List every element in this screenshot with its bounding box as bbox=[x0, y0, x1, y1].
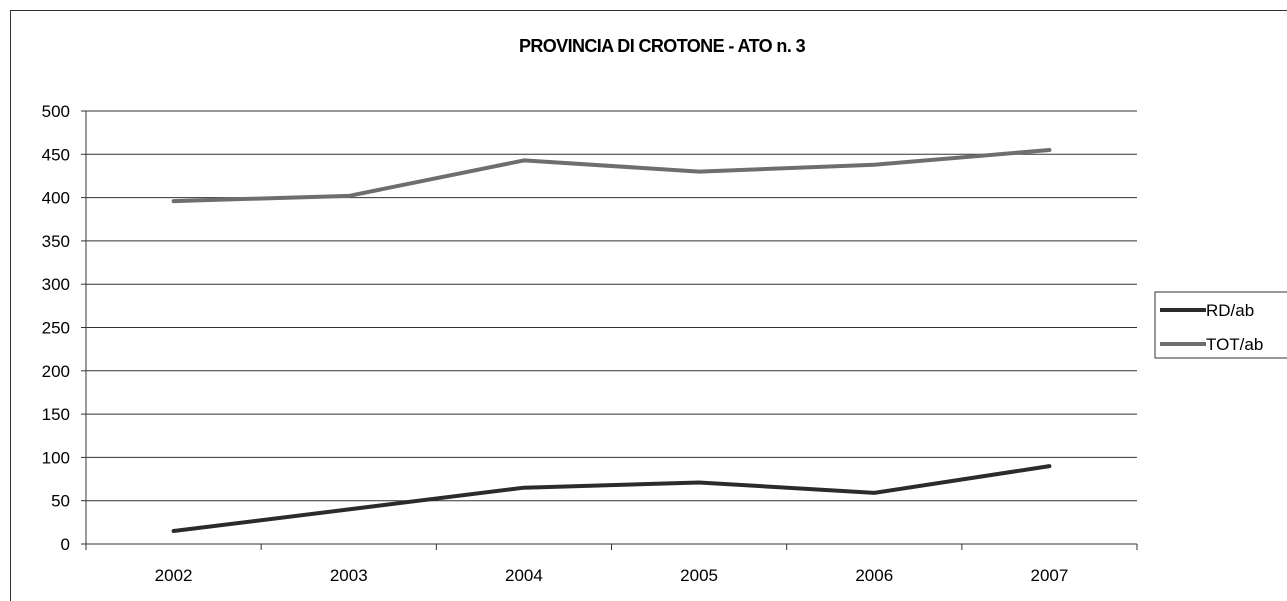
series-line-tot-ab bbox=[171, 148, 1052, 204]
x-tick-label: 2003 bbox=[330, 566, 368, 585]
x-tick-label: 2002 bbox=[155, 566, 193, 585]
legend: RD/ab TOT/ab bbox=[1154, 291, 1287, 359]
y-tick-label: 50 bbox=[51, 492, 70, 511]
y-tick-label: 350 bbox=[42, 232, 70, 251]
y-tick-label: 250 bbox=[42, 319, 70, 338]
gridlines bbox=[86, 110, 1137, 502]
legend-label: TOT/ab bbox=[1206, 335, 1263, 354]
x-tick-label: 2005 bbox=[680, 566, 718, 585]
chart-frame bbox=[10, 10, 1287, 601]
x-tick-label: 2007 bbox=[1031, 566, 1069, 585]
y-tick-label: 450 bbox=[42, 145, 70, 164]
x-tick-label: 2004 bbox=[505, 566, 543, 585]
axes: 0 50 100 150 200 250 300 350 400 450 500 2002 2003 20… bbox=[42, 102, 1138, 585]
y-tick-label: 400 bbox=[42, 189, 70, 208]
series-line-rd-ab bbox=[171, 464, 1052, 533]
series-lines bbox=[171, 148, 1052, 533]
legend-label: RD/ab bbox=[1206, 301, 1254, 320]
y-tick-label: 300 bbox=[42, 275, 70, 294]
x-tick-label: 2006 bbox=[855, 566, 893, 585]
chart-title: PROVINCIA DI CROTONE - ATO n. 3 bbox=[519, 36, 806, 56]
y-tick-label: 150 bbox=[42, 405, 70, 424]
y-tick-label: 100 bbox=[42, 448, 70, 467]
y-tick-label: 0 bbox=[61, 535, 70, 554]
legend-box bbox=[1154, 291, 1287, 359]
y-tick-label: 500 bbox=[42, 102, 70, 121]
y-tick-label: 200 bbox=[42, 362, 70, 381]
